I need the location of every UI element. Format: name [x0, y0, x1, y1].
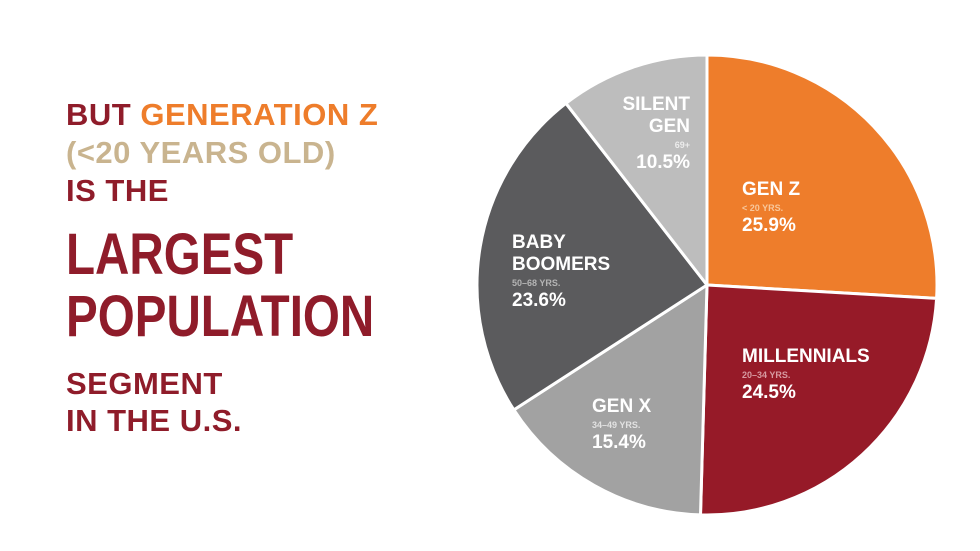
slice-age-4: 69+: [675, 140, 690, 150]
headline-in-the-us: IN THE U.S.: [66, 403, 243, 438]
pie-slice-3: [475, 101, 709, 412]
pie-slice-0: [705, 53, 939, 300]
slice-age-1: 20–34 YRS.: [742, 370, 790, 380]
slice-percent-3: 23.6%: [512, 290, 566, 311]
slice-percent-0: 25.9%: [742, 215, 796, 236]
headline: BUT GENERATION Z (<20 YEARS OLD) IS THE …: [66, 96, 446, 440]
headline-age-range: (<20 YEARS OLD): [66, 135, 336, 170]
slice-percent-2: 15.4%: [592, 432, 646, 453]
slice-name-0-0: GEN Z: [742, 179, 800, 200]
pie-slice-2: [512, 283, 709, 517]
slice-name-2-0: GEN X: [592, 396, 651, 417]
pie-slice-4: [564, 53, 709, 287]
slice-age-0: < 20 YRS.: [742, 203, 783, 213]
slice-name-1-0: MILLENNIALS: [742, 346, 870, 367]
headline-line-1: BUT GENERATION Z: [66, 96, 446, 134]
headline-segment: SEGMENT: [66, 366, 223, 401]
headline-largest: LARGEST: [66, 222, 294, 287]
pie-slice-1: [698, 283, 939, 517]
slice-percent-4: 10.5%: [636, 152, 690, 173]
slice-name-4-0: SILENT: [622, 94, 690, 115]
headline-but: BUT: [66, 97, 132, 132]
slice-age-3: 50–68 YRS.: [512, 278, 560, 288]
headline-is-the: IS THE: [66, 173, 169, 208]
pie-slices: [475, 53, 939, 517]
slice-name-3-0: BABY: [512, 232, 566, 253]
headline-generation-z: GENERATION Z: [140, 97, 379, 132]
pie-labels: GEN Z < 20 YRS. 25.9% MILLENNIALS 20–34 YRS.…: [512, 94, 870, 453]
slice-percent-1: 24.5%: [742, 382, 796, 403]
slice-age-2: 34–49 YRS.: [592, 420, 640, 430]
slice-name-3-1: BOOMERS: [512, 254, 610, 275]
slice-name-4-1: GEN: [649, 116, 690, 137]
headline-population: POPULATION: [66, 284, 375, 349]
